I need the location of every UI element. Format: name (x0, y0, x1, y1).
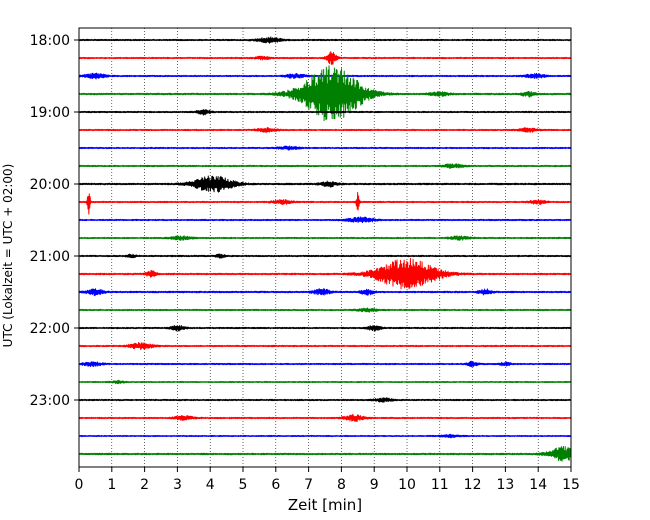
x-tick-label-0: 0 (75, 477, 84, 493)
trace-2300 (78, 397, 572, 403)
trace-1930 (78, 145, 572, 151)
trace-2345 (78, 445, 572, 462)
x-axis-label: Zeit [min] (288, 496, 362, 514)
trace-2130 (78, 288, 572, 297)
trace-2145 (78, 307, 572, 313)
trace-2100 (78, 253, 572, 259)
trace-2215 (78, 342, 572, 351)
x-tick-label-7: 7 (304, 477, 313, 493)
trace-1945 (78, 163, 572, 169)
trace-1915 (78, 126, 572, 133)
x-tick-label-11: 11 (431, 477, 449, 493)
x-tick-label-10: 10 (398, 477, 416, 493)
trace-group (78, 36, 572, 462)
y-axis: 18:00 19:00 20:00 21:00 22:00 23:00 (30, 33, 79, 409)
x-tick-label-9: 9 (370, 477, 379, 493)
trace-2315 (78, 414, 572, 422)
trace-1845 (78, 65, 572, 122)
trace-2015 (78, 191, 572, 215)
trace-2045 (78, 235, 572, 241)
y-tick-label-1800: 18:00 (30, 33, 70, 49)
trace-1900 (78, 108, 572, 116)
x-tick-label-1: 1 (107, 477, 116, 493)
trace-1815 (78, 51, 572, 65)
x-tick-label-6: 6 (271, 477, 280, 493)
x-tick-label-5: 5 (239, 477, 248, 493)
trace-1800 (78, 36, 572, 44)
x-tick-label-13: 13 (496, 477, 514, 493)
x-tick-label-12: 12 (464, 477, 482, 493)
x-tick-label-14: 14 (529, 477, 547, 493)
trace-2000 (78, 175, 572, 193)
y-tick-label-2300: 23:00 (30, 393, 70, 409)
y-tick-label-2200: 22:00 (30, 321, 70, 337)
x-tick-label-2: 2 (140, 477, 149, 493)
trace-2030 (78, 216, 572, 224)
y-tick-label-2000: 20:00 (30, 177, 70, 193)
x-tick-label-4: 4 (206, 477, 215, 493)
x-tick-label-3: 3 (173, 477, 182, 493)
plot-frame (78, 27, 572, 468)
trace-2230 (78, 360, 572, 368)
trace-2200 (78, 324, 572, 332)
x-tick-label-15: 15 (562, 477, 580, 493)
trace-2245 (78, 379, 572, 385)
trace-2330 (78, 433, 572, 439)
x-tick-label-8: 8 (337, 477, 346, 493)
trace-2115 (78, 258, 572, 290)
x-axis: 0 1 2 3 4 5 6 7 8 9 10 11 12 13 14 15 (75, 467, 580, 493)
y-tick-label-1900: 19:00 (30, 105, 70, 121)
y-axis-label: UTC (Lokalzeit = UTC + 02:00) (1, 164, 15, 348)
y-tick-label-2100: 21:00 (30, 249, 70, 265)
